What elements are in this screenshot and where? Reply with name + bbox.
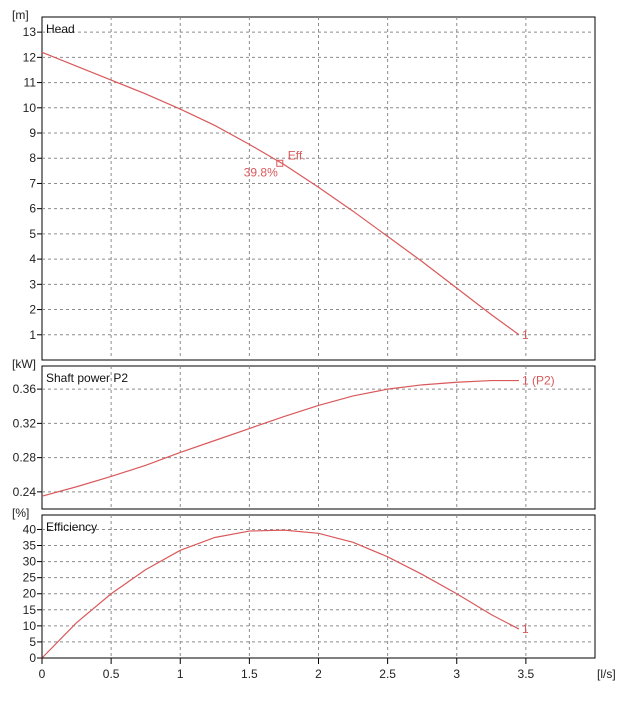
x-axis: 0 0.5 1 1.5 2 2.5 3 3.5 [l/s] bbox=[39, 657, 616, 681]
y-tick-label: 0.36 bbox=[13, 382, 37, 396]
y-tick-label: 25 bbox=[23, 571, 37, 585]
y-tick-label: 30 bbox=[23, 555, 37, 569]
panel-title: Efficiency bbox=[46, 520, 97, 534]
panel-frame bbox=[41, 16, 596, 361]
x-tick-label: 0 bbox=[39, 667, 46, 681]
y-unit-label: [%] bbox=[12, 506, 29, 520]
y-tick-label: 13 bbox=[23, 25, 37, 39]
y-tick-label: 0 bbox=[29, 651, 36, 665]
panel-title: Head bbox=[46, 22, 75, 36]
y-tick-label: 5 bbox=[29, 635, 36, 649]
y-unit-label: [m] bbox=[12, 8, 29, 22]
x-unit-label: [l/s] bbox=[597, 667, 616, 681]
panel-2: 0.24 0.28 0.32 0.36 [kW] Shaft power P2 1 (P2) bbox=[12, 357, 596, 510]
y-tick-label: 4 bbox=[29, 252, 36, 266]
y-tick-label: 0.24 bbox=[13, 485, 37, 499]
series-label: 1 (P2) bbox=[522, 374, 555, 388]
y-tick-label: 7 bbox=[29, 176, 36, 190]
annotation-value: 39.8% bbox=[244, 165, 278, 179]
y-tick-label: 35 bbox=[23, 539, 37, 553]
y-tick-label: 8 bbox=[29, 151, 36, 165]
y-tick-label: 40 bbox=[23, 522, 37, 536]
annotation-label: Eff. bbox=[288, 148, 306, 162]
x-tick-label: 0.5 bbox=[103, 667, 120, 681]
x-tick-label: 3 bbox=[453, 667, 460, 681]
series-line bbox=[41, 51, 520, 336]
y-tick-label: 0.32 bbox=[13, 416, 37, 430]
x-tick-label: 1.5 bbox=[241, 667, 258, 681]
y-tick-label: 20 bbox=[23, 587, 37, 601]
x-tick-label: 3.5 bbox=[518, 667, 535, 681]
y-unit-label: [kW] bbox=[12, 357, 36, 371]
y-tick-label: 1 bbox=[29, 328, 36, 342]
annotation-marker bbox=[276, 159, 284, 167]
y-tick-label: 5 bbox=[29, 227, 36, 241]
y-tick-label: 0.28 bbox=[13, 451, 37, 465]
series-label: 1 bbox=[522, 328, 529, 342]
series-line bbox=[41, 529, 520, 659]
y-tick-label: 12 bbox=[23, 50, 37, 64]
y-tick-label: 10 bbox=[23, 619, 37, 633]
x-tick-label: 1 bbox=[177, 667, 184, 681]
y-tick-label: 11 bbox=[24, 76, 37, 90]
y-tick-label: 9 bbox=[29, 126, 36, 140]
y-tick-label: 3 bbox=[29, 277, 36, 291]
x-tick-label: 2.5 bbox=[379, 667, 396, 681]
y-tick-label: 10 bbox=[23, 101, 37, 115]
panel-title: Shaft power P2 bbox=[46, 371, 128, 385]
y-tick-label: 15 bbox=[23, 603, 37, 617]
series-line bbox=[41, 379, 519, 497]
series-label: 1 bbox=[522, 622, 529, 636]
panel-frame bbox=[41, 514, 596, 659]
panel-3: 0 5 10 15 20 25 30 35 40 [%] Efficiency 1 bbox=[12, 506, 596, 665]
y-tick-label: 6 bbox=[29, 202, 36, 216]
panel-frame bbox=[41, 365, 596, 510]
x-tick-label: 2 bbox=[315, 667, 322, 681]
y-tick-label: 2 bbox=[29, 303, 36, 317]
